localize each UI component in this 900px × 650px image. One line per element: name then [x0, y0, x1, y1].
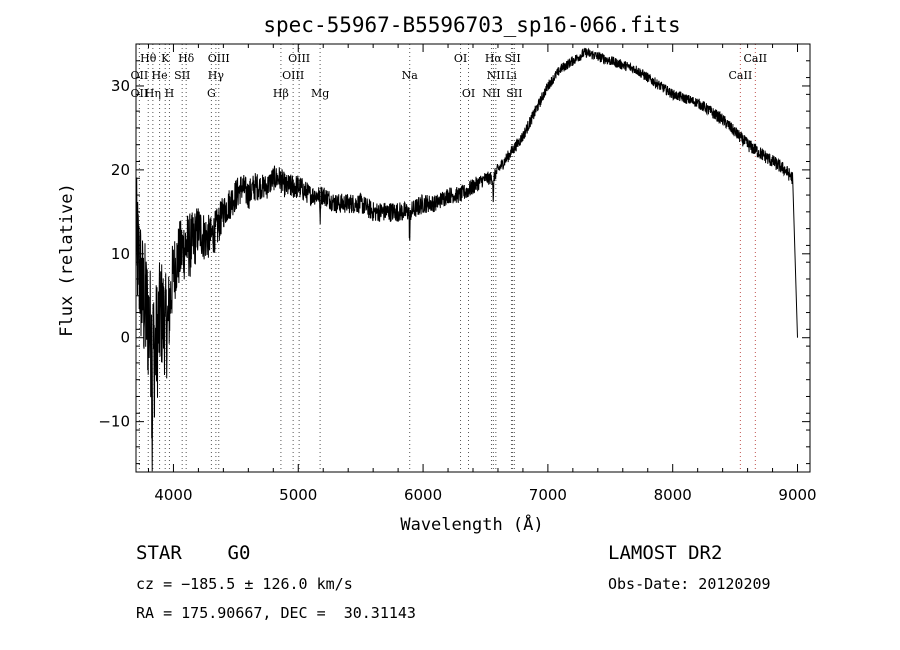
spectral-line-label: Hθ — [140, 52, 157, 65]
cz-value: cz = −185.5 ± 126.0 km/s — [136, 575, 353, 593]
spectral-line-label: Hη — [145, 87, 161, 100]
spectral-line-label: Hγ — [208, 69, 225, 82]
spectral-line-label: SII — [506, 87, 522, 100]
x-tick-label: 5000 — [279, 486, 317, 504]
y-tick-label: 20 — [111, 161, 130, 179]
x-axis-label: Wavelength (Å) — [400, 513, 543, 535]
spectral-line-label: NII — [482, 87, 500, 100]
spectral-line-label: NII — [487, 69, 505, 82]
y-tick-label: 10 — [111, 245, 130, 263]
y-axis-label: Flux (relative) — [57, 183, 77, 337]
spectral-line-label: K — [161, 52, 170, 65]
spectral-line-label: CaII — [729, 69, 753, 82]
y-tick-label: −10 — [98, 413, 130, 431]
obs-date: Obs-Date: 20120209 — [608, 575, 771, 593]
spectral-line-label: He — [152, 69, 168, 82]
spectral-line-label: Na — [402, 69, 419, 82]
y-tick-label: 0 — [120, 329, 130, 347]
x-tick-label: 8000 — [654, 486, 692, 504]
x-axis-ticks: 4000 5000 6000 7000 8000 9000 — [147, 44, 817, 504]
spectrum-series-line — [135, 47, 798, 472]
survey-name: LAMOST DR2 — [608, 542, 723, 564]
spectral-line-label: OIII — [208, 52, 230, 65]
class-text: STAR — [136, 542, 182, 564]
chart-title: spec-55967-B5596703_sp16-066.fits — [263, 13, 680, 37]
x-tick-label: 9000 — [778, 486, 816, 504]
spectral-line-markers — [138, 44, 756, 472]
subclass-text: G0 — [227, 542, 251, 564]
spectral-line-label: OIII — [282, 69, 304, 82]
spectral-line-label: OI — [454, 52, 467, 65]
y-tick-label: 30 — [111, 77, 130, 95]
spectral-line-label: OIII — [288, 52, 310, 65]
spectral-line-label: SII — [504, 52, 520, 65]
spectral-line-label: H — [165, 87, 175, 100]
spectral-line-label: G — [207, 87, 216, 100]
radec-value: RA = 175.90667, DEC = 30.31143 — [136, 604, 416, 622]
spectral-line-label: Hδ — [178, 52, 195, 65]
x-tick-label: 6000 — [404, 486, 442, 504]
spectral-line-label: CaII — [743, 52, 767, 65]
y-axis-ticks: −10 0 10 20 30 — [98, 43, 810, 465]
spectral-line-label: OII — [131, 69, 149, 82]
spectral-line-label: Hβ — [273, 87, 289, 100]
object-class: STAR G0 — [136, 542, 250, 564]
spectral-line-label: Mg — [311, 87, 329, 100]
x-tick-label: 7000 — [529, 486, 567, 504]
x-tick-label: 4000 — [154, 486, 192, 504]
spectral-line-label: SII — [174, 69, 190, 82]
spectral-line-label: Li — [506, 69, 517, 82]
spectral-line-label: OI — [462, 87, 475, 100]
spectral-line-label: Hα — [485, 52, 503, 65]
spectral-line-label: OII — [131, 87, 149, 100]
